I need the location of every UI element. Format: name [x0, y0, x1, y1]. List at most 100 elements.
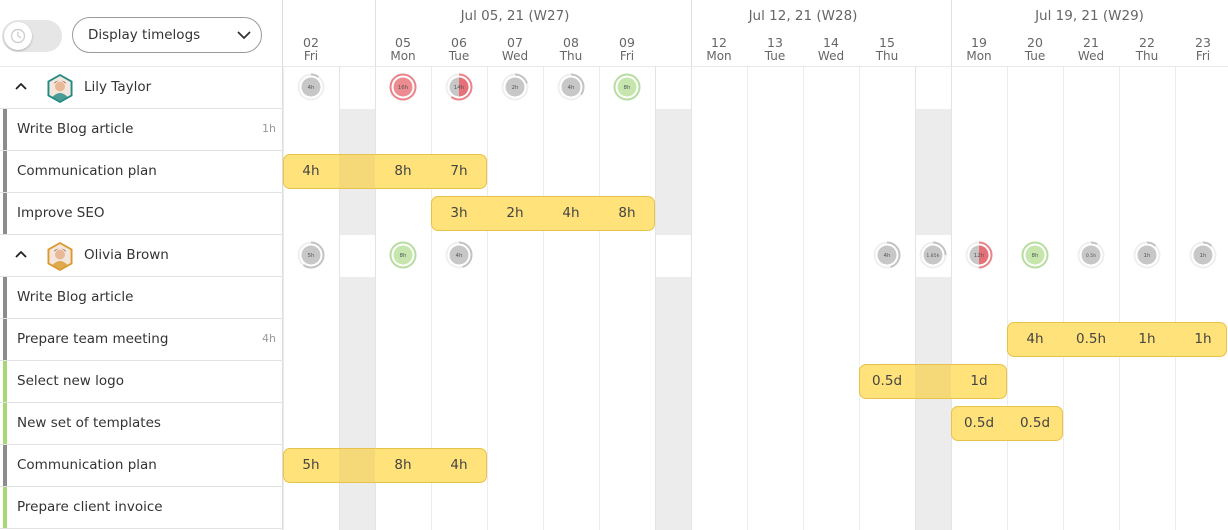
- workload-ring[interactable]: 5h: [297, 241, 325, 269]
- task-name: Communication plan: [17, 457, 157, 473]
- workload-label: 16h: [398, 85, 409, 91]
- bar-value: 4h: [302, 163, 320, 179]
- timer-toggle[interactable]: [2, 20, 62, 52]
- bar-value: 3h: [450, 205, 468, 221]
- bar-value: 1h: [1194, 331, 1212, 347]
- task-row[interactable]: Communication plan: [0, 445, 282, 486]
- avatar: [47, 74, 73, 103]
- bar-value: 1d: [970, 373, 988, 389]
- workload-ring[interactable]: 8h: [613, 73, 641, 101]
- workload-ring[interactable]: 1.85h: [919, 241, 947, 269]
- workload-ring[interactable]: 4h: [557, 73, 585, 101]
- task-status-bar: [3, 277, 7, 318]
- task-bar[interactable]: 4h 8h 7h: [283, 154, 487, 189]
- task-status-bar: [3, 193, 7, 234]
- user-row[interactable]: Olivia Brown: [0, 235, 282, 276]
- display-timelogs-dropdown[interactable]: Display timelogs: [72, 17, 262, 53]
- task-bar[interactable]: 3h 2h 4h 8h: [431, 196, 655, 231]
- week-label: Jul 19, 21 (W29): [1035, 8, 1144, 24]
- workload-label: 12h: [974, 253, 985, 259]
- workload-ring[interactable]: 0.5h: [1077, 241, 1105, 269]
- task-name: Prepare team meeting: [17, 331, 169, 347]
- user-name: Lily Taylor: [84, 79, 152, 95]
- task-bar[interactable]: 5h 8h 4h: [283, 448, 487, 483]
- user-name: Olivia Brown: [84, 247, 169, 263]
- day-name: Mon: [966, 49, 992, 63]
- task-status-bar: [3, 109, 7, 150]
- day-name: Fri: [619, 49, 635, 63]
- workload-ring[interactable]: 14h: [445, 73, 473, 101]
- day-number: 19: [971, 35, 987, 50]
- day-number: 14: [823, 35, 839, 50]
- day-name: Tue: [764, 49, 786, 63]
- workload-ring[interactable]: 12h: [965, 241, 993, 269]
- day-name: Wed: [1077, 49, 1105, 63]
- chevron-up-icon[interactable]: [15, 82, 27, 90]
- workload-ring[interactable]: 4h: [445, 241, 473, 269]
- bar-value: 2h: [506, 205, 524, 221]
- task-row[interactable]: Prepare team meeting 4h: [0, 319, 282, 360]
- bar-value: 1h: [1138, 331, 1156, 347]
- task-hours: 4h: [262, 332, 276, 345]
- day-number: 20: [1027, 35, 1043, 50]
- day-number: 05: [395, 35, 411, 50]
- day-number: 07: [507, 35, 523, 50]
- workload-ring[interactable]: 8h: [389, 241, 417, 269]
- workload-ring[interactable]: 1h: [1189, 241, 1217, 269]
- workload-label: 1h: [1144, 253, 1151, 259]
- task-status-bar: [3, 403, 7, 444]
- chevron-down-icon: [237, 31, 251, 39]
- workload-ring[interactable]: 2h: [501, 73, 529, 101]
- chevron-up-icon[interactable]: [15, 250, 27, 258]
- task-row[interactable]: Select new logo: [0, 361, 282, 402]
- task-row[interactable]: Improve SEO: [0, 193, 282, 234]
- task-row[interactable]: Communication plan: [0, 151, 282, 192]
- bar-value: 4h: [450, 457, 468, 473]
- clock-icon: [10, 28, 26, 44]
- task-status-bar: [3, 487, 7, 528]
- workload-label: 1h: [1200, 253, 1207, 259]
- day-number: 09: [619, 35, 635, 50]
- day-name: Tue: [448, 49, 470, 63]
- user-row[interactable]: Lily Taylor: [0, 67, 282, 108]
- workload-label: 4h: [456, 253, 463, 259]
- bar-value: 8h: [394, 457, 412, 473]
- workload-ring[interactable]: 8h: [1021, 241, 1049, 269]
- task-bar[interactable]: 0.5d 0.5d: [951, 406, 1063, 441]
- task-status-bar: [3, 445, 7, 486]
- workload-label: 4h: [884, 253, 891, 259]
- bar-value: 0.5d: [963, 415, 995, 431]
- bar-value: 4h: [1026, 331, 1044, 347]
- day-number: 02: [303, 35, 319, 50]
- task-name: Communication plan: [17, 163, 157, 179]
- workload-ring[interactable]: 1h: [1133, 241, 1161, 269]
- workload-ring[interactable]: 4h: [297, 73, 325, 101]
- task-name: New set of templates: [17, 415, 161, 431]
- task-status-bar: [3, 151, 7, 192]
- bar-value: 0.5d: [871, 373, 903, 389]
- day-number: 08: [563, 35, 579, 50]
- task-name: Write Blog article: [17, 121, 134, 137]
- bar-value: 8h: [618, 205, 636, 221]
- day-number: 06: [451, 35, 467, 50]
- task-row[interactable]: Write Blog article 1h: [0, 109, 282, 150]
- task-bar[interactable]: 0.5d 1d: [859, 364, 1007, 399]
- bar-value: 5h: [302, 457, 320, 473]
- week-label: Jul 12, 21 (W28): [748, 8, 858, 24]
- task-row[interactable]: Prepare client invoice: [0, 487, 282, 528]
- day-number: 15: [879, 35, 895, 50]
- task-bar[interactable]: 4h 0.5h 1h 1h: [1007, 322, 1227, 357]
- workload-ring[interactable]: 16h: [389, 73, 417, 101]
- user-row-band: [283, 67, 1228, 109]
- workload-ring[interactable]: 4h: [873, 241, 901, 269]
- day-name: Wed: [501, 49, 529, 63]
- task-hours: 1h: [262, 122, 276, 135]
- workload-label: 5h: [308, 253, 315, 259]
- dropdown-value: Display timelogs: [88, 27, 201, 43]
- toggle-knob: [4, 22, 32, 50]
- task-row[interactable]: New set of templates: [0, 403, 282, 444]
- task-name: Select new logo: [17, 373, 124, 389]
- week-label: Jul 05, 21 (W27): [460, 8, 570, 24]
- task-row[interactable]: Write Blog article: [0, 277, 282, 318]
